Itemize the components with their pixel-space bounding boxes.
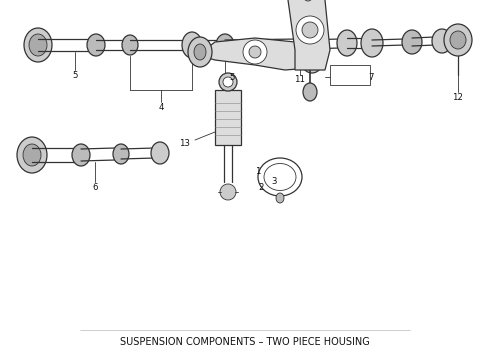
Circle shape [223,77,233,87]
Text: 5: 5 [72,71,78,80]
Text: 7: 7 [368,72,374,81]
Ellipse shape [276,193,284,203]
Ellipse shape [337,30,357,56]
Text: 12: 12 [452,93,464,102]
Ellipse shape [188,37,212,67]
Polygon shape [198,38,315,70]
Ellipse shape [17,137,47,173]
Text: 4: 4 [158,104,164,112]
Ellipse shape [87,34,105,56]
Bar [330,65,370,85]
Ellipse shape [432,29,452,53]
Ellipse shape [72,144,90,166]
Text: 6: 6 [92,184,98,193]
Text: 2: 2 [258,184,264,193]
Circle shape [296,16,324,44]
Circle shape [249,46,261,58]
Ellipse shape [303,0,313,1]
Text: SUSPENSION COMPONENTS – TWO PIECE HOUSING: SUSPENSION COMPONENTS – TWO PIECE HOUSIN… [120,337,370,347]
Ellipse shape [450,31,466,49]
Ellipse shape [303,83,317,101]
Bar [215,90,241,145]
Text: 5: 5 [229,73,235,82]
Text: 3: 3 [271,177,277,186]
Ellipse shape [216,34,234,56]
Ellipse shape [301,47,323,73]
Ellipse shape [444,24,472,56]
Text: 11: 11 [294,76,305,85]
Circle shape [219,73,237,91]
Ellipse shape [151,142,169,164]
Ellipse shape [361,29,383,57]
Ellipse shape [29,34,47,56]
Text: 13: 13 [179,139,191,148]
Circle shape [302,22,318,38]
Text: 1: 1 [255,167,261,176]
Circle shape [220,184,236,200]
Ellipse shape [23,144,41,166]
Ellipse shape [297,33,315,55]
Ellipse shape [402,30,422,54]
Ellipse shape [122,35,138,55]
Ellipse shape [264,163,296,190]
Ellipse shape [113,144,129,164]
Circle shape [243,40,267,64]
Ellipse shape [182,32,202,58]
Polygon shape [288,0,330,70]
Ellipse shape [24,28,52,62]
Ellipse shape [194,44,206,60]
